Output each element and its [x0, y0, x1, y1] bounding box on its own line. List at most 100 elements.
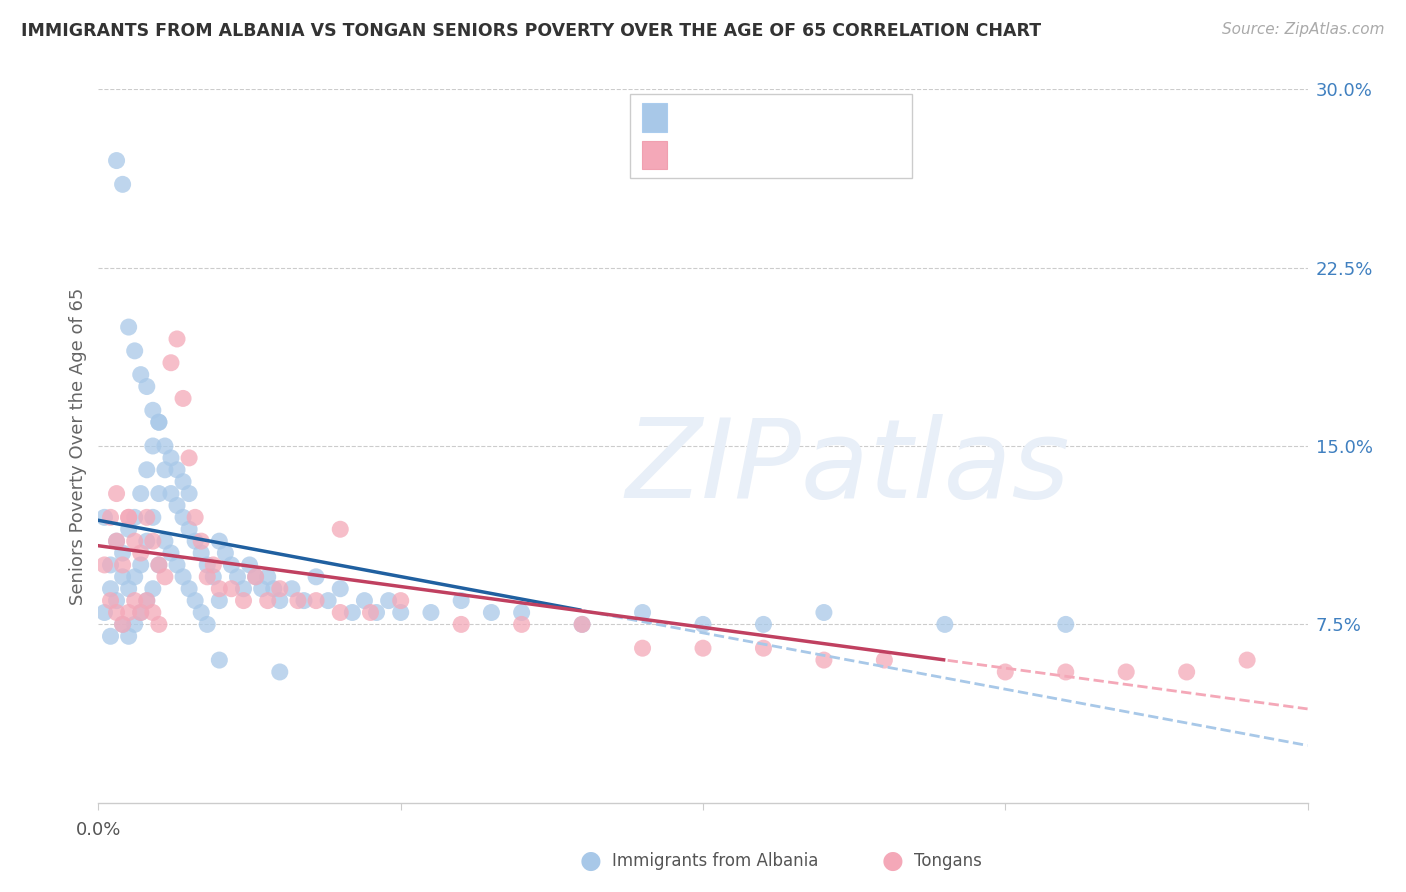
Text: Source: ZipAtlas.com: Source: ZipAtlas.com [1222, 22, 1385, 37]
Point [129, 558, 152, 572]
Point [316, 593, 339, 607]
Point [179, 582, 201, 596]
Point [450, 617, 472, 632]
Point [124, 343, 146, 358]
Point [111, 617, 134, 632]
Point [166, 332, 188, 346]
Point [105, 606, 128, 620]
Point [142, 510, 165, 524]
Text: Immigrants from Albania: Immigrants from Albania [612, 852, 818, 870]
Text: Tongans: Tongans [914, 852, 981, 870]
Point [692, 641, 714, 656]
Point [389, 606, 412, 620]
Point [353, 593, 375, 607]
Text: R = -0.039   N = 93: R = -0.039 N = 93 [672, 100, 849, 118]
Point [510, 617, 533, 632]
Point [389, 593, 412, 607]
Point [148, 558, 170, 572]
Point [329, 582, 352, 596]
Text: IMMIGRANTS FROM ALBANIA VS TONGAN SENIORS POVERTY OVER THE AGE OF 65 CORRELATION: IMMIGRANTS FROM ALBANIA VS TONGAN SENIOR… [21, 22, 1042, 40]
Point [100, 558, 122, 572]
Point [135, 379, 157, 393]
Point [232, 593, 254, 607]
Point [292, 593, 315, 607]
Point [571, 617, 593, 632]
Point [195, 558, 218, 572]
Point [129, 486, 152, 500]
Point [93, 558, 115, 572]
Point [148, 558, 170, 572]
Point [142, 606, 165, 620]
Point [142, 439, 165, 453]
Point [202, 558, 225, 572]
Point [105, 534, 128, 549]
Point [135, 534, 157, 549]
Point [160, 546, 183, 560]
Point [172, 475, 194, 489]
Point [934, 617, 956, 632]
Point [105, 593, 128, 607]
Point [631, 641, 654, 656]
Point [118, 522, 141, 536]
Point [1054, 665, 1077, 679]
Point [214, 546, 236, 560]
Point [111, 178, 134, 192]
Point [510, 606, 533, 620]
Point [994, 665, 1017, 679]
Point [1236, 653, 1258, 667]
Point [221, 558, 243, 572]
Point [93, 510, 115, 524]
Point [124, 593, 146, 607]
Point [420, 606, 443, 620]
Point [179, 522, 201, 536]
Point [160, 356, 183, 370]
Point [118, 606, 141, 620]
Point [245, 570, 267, 584]
Point [148, 617, 170, 632]
Point [118, 510, 141, 524]
Point [813, 653, 835, 667]
Point [342, 606, 364, 620]
Point [202, 570, 225, 584]
Point [172, 510, 194, 524]
Point [329, 522, 352, 536]
Point [153, 570, 176, 584]
Point [481, 606, 503, 620]
Point [631, 606, 654, 620]
Point [813, 606, 835, 620]
Point [366, 606, 388, 620]
Point [1175, 665, 1198, 679]
Point [100, 593, 122, 607]
Point [287, 593, 309, 607]
Point [571, 617, 593, 632]
Point [226, 570, 249, 584]
Point [124, 534, 146, 549]
Point [450, 593, 472, 607]
Point [172, 392, 194, 406]
Point [190, 546, 212, 560]
Point [305, 570, 328, 584]
Point [195, 570, 218, 584]
Point [129, 606, 152, 620]
Point [1054, 617, 1077, 632]
Point [111, 617, 134, 632]
Point [105, 486, 128, 500]
Point [160, 486, 183, 500]
Point [360, 606, 382, 620]
Point [118, 582, 141, 596]
Point [135, 463, 157, 477]
Point [153, 439, 176, 453]
Point [129, 606, 152, 620]
Point [135, 593, 157, 607]
Point [111, 558, 134, 572]
Point [256, 570, 278, 584]
Point [208, 593, 231, 607]
Point [142, 582, 165, 596]
Point [129, 368, 152, 382]
Point [692, 617, 714, 632]
Point [129, 546, 152, 560]
Point [305, 593, 328, 607]
Text: ●: ● [579, 849, 602, 872]
Point [1115, 665, 1137, 679]
Point [124, 510, 146, 524]
